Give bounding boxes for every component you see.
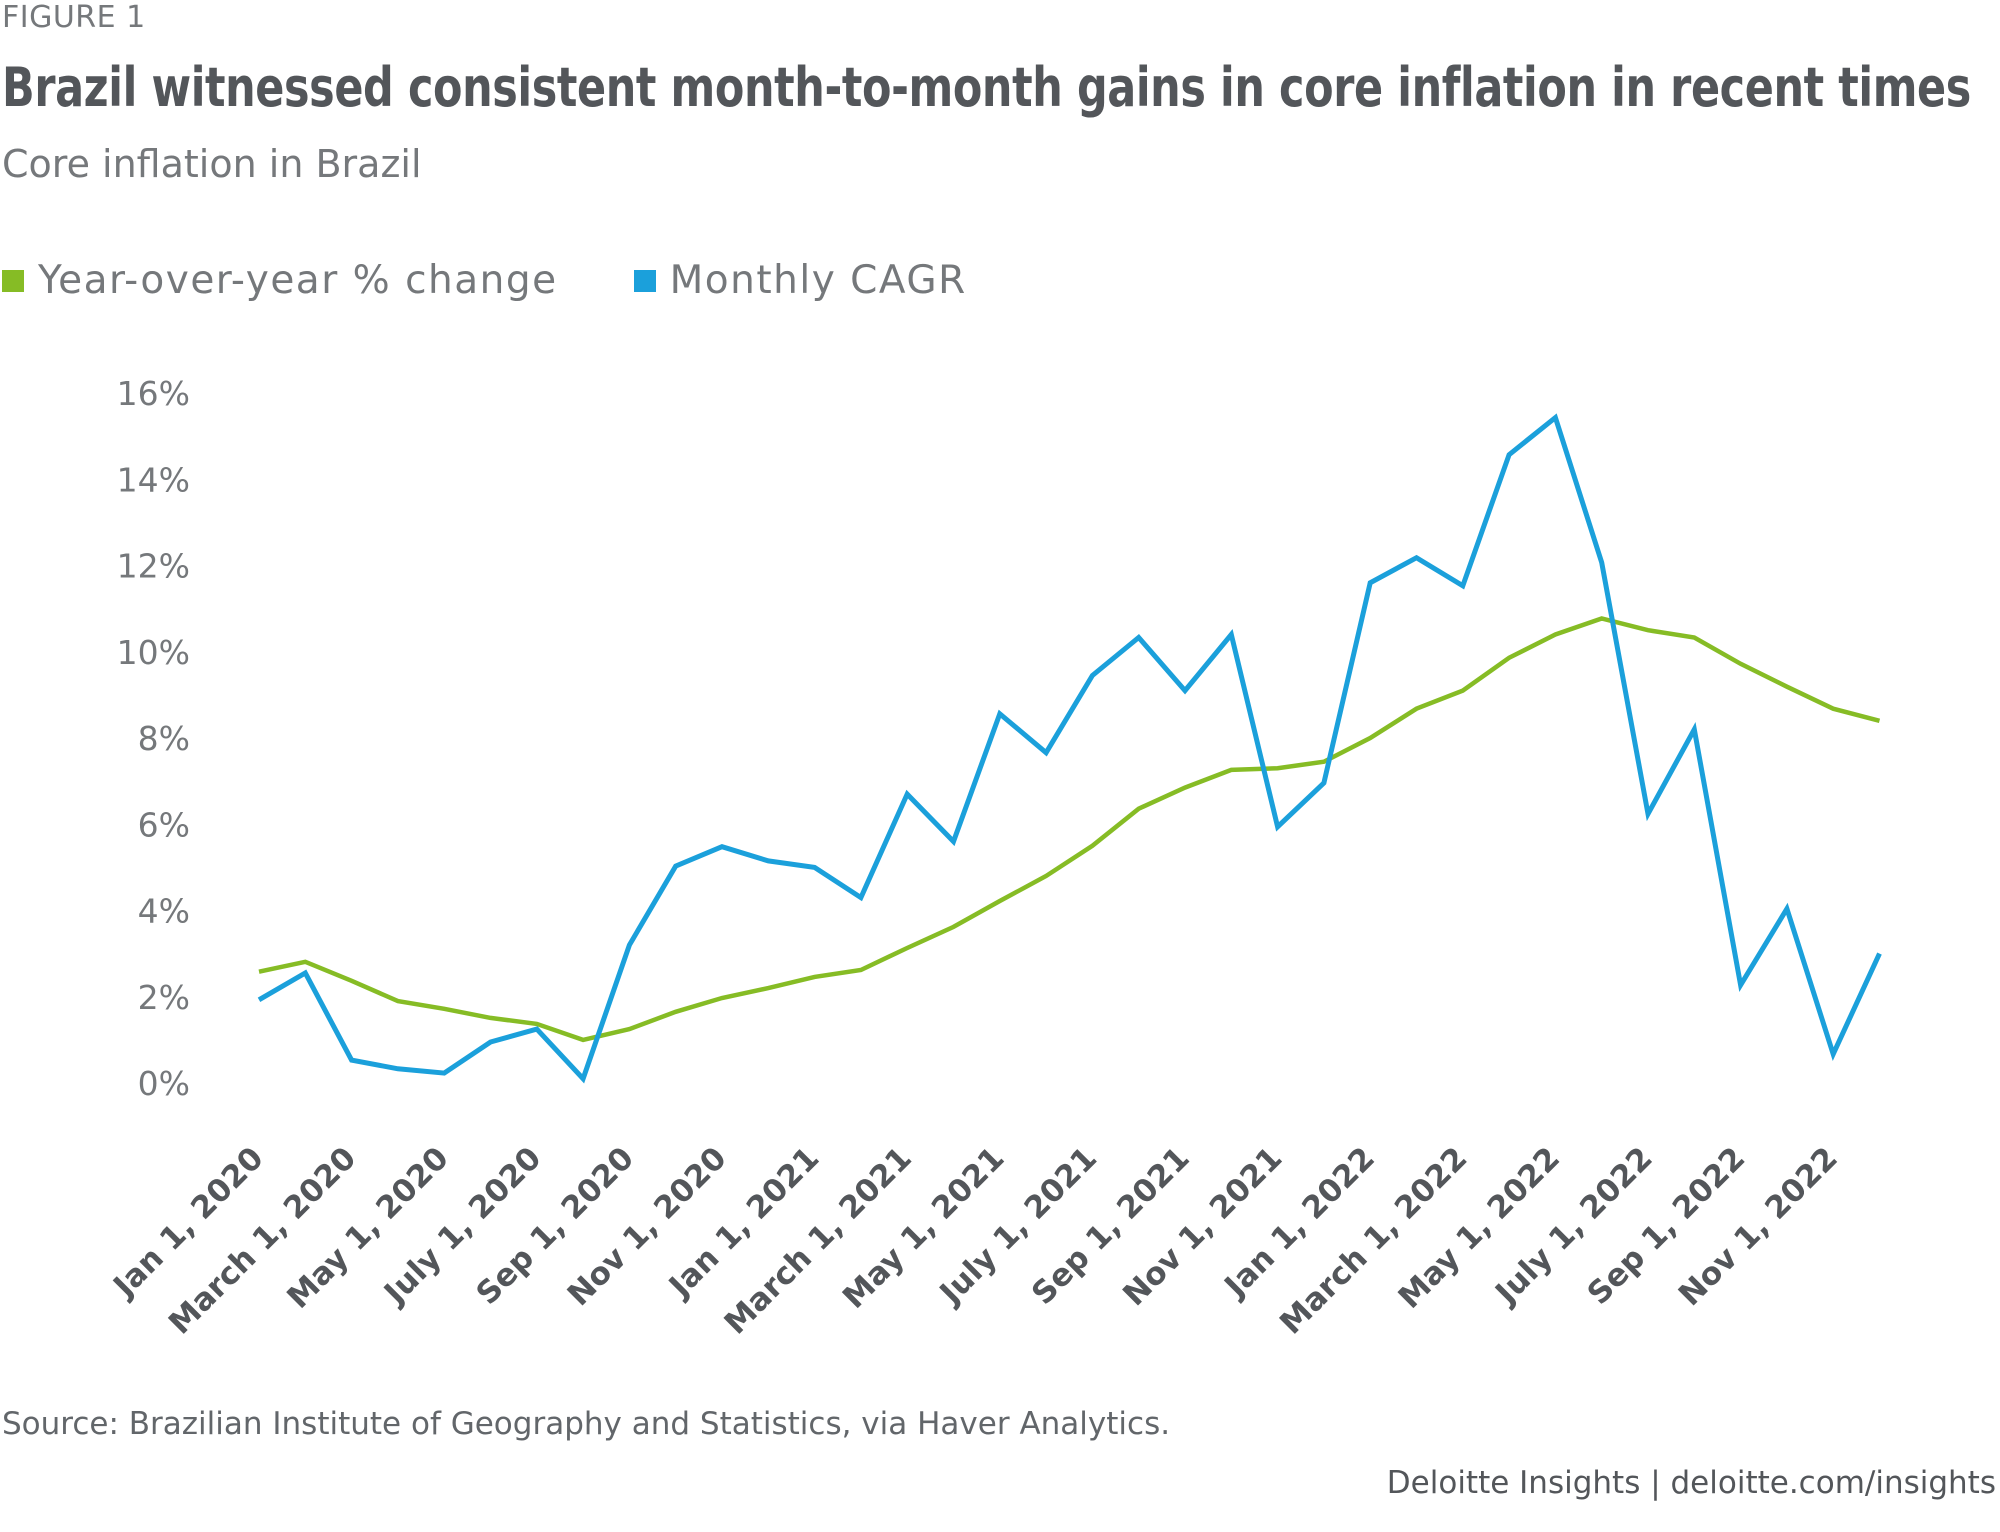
- series-line-monthly-cagr: [257, 413, 1882, 1084]
- y-tick-label: 4%: [138, 892, 190, 931]
- line-chart: 0% 2% 4% 6% 8% 10% 12% 14% 16% Jan 1, 2020March …: [105, 374, 1882, 1342]
- legend-label-monthly-cagr: Monthly CAGR: [669, 258, 967, 303]
- y-axis: 0% 2% 4% 6% 8% 10% 12% 14% 16%: [117, 374, 190, 1103]
- y-tick-label: 12%: [117, 547, 190, 586]
- x-tick-label: July 1, 2020: [376, 1140, 548, 1312]
- chart-title: Brazil witnessed consistent month-to-mon…: [2, 56, 1971, 119]
- x-tick-label: May 1, 2022: [1392, 1140, 1568, 1316]
- plot-area: [257, 413, 1882, 1084]
- figure-label: FIGURE 1: [2, 0, 146, 35]
- x-tick-label: July 1, 2022: [1487, 1140, 1659, 1312]
- x-tick-label: Nov 1, 2021: [1116, 1140, 1289, 1313]
- legend-swatch-yoy: [2, 269, 24, 292]
- x-tick-label: Nov 1, 2020: [561, 1140, 734, 1313]
- chart-subtitle: Core inflation in Brazil: [2, 142, 422, 186]
- y-tick-label: 16%: [117, 374, 190, 413]
- y-tick-label: 2%: [138, 978, 190, 1017]
- credit-line: Deloitte Insights | deloitte.com/insight…: [1386, 1465, 1996, 1501]
- x-tick-label: Sep 1, 2020: [469, 1140, 641, 1312]
- x-tick-label: Nov 1, 2022: [1672, 1140, 1845, 1313]
- x-tick-label: May 1, 2021: [836, 1140, 1012, 1316]
- y-tick-label: 6%: [138, 805, 190, 844]
- legend-item-yoy: Year-over-year % change: [2, 258, 558, 303]
- y-tick-label: 10%: [117, 633, 190, 672]
- legend-swatch-monthly-cagr: [633, 269, 656, 292]
- legend-item-monthly-cagr: Monthly CAGR: [633, 258, 967, 303]
- x-tick-label: May 1, 2020: [280, 1140, 456, 1316]
- series-line-yoy: [258, 616, 1881, 1043]
- source-note: Source: Brazilian Institute of Geography…: [2, 1406, 1171, 1442]
- x-tick-label: Sep 1, 2021: [1025, 1140, 1197, 1312]
- legend: Year-over-year % change Monthly CAGR: [2, 258, 1043, 303]
- x-tick-label: Sep 1, 2022: [1581, 1140, 1753, 1312]
- y-tick-label: 0%: [138, 1064, 190, 1103]
- y-tick-label: 14%: [117, 460, 190, 499]
- legend-label-yoy: Year-over-year % change: [38, 258, 558, 303]
- x-tick-label: July 1, 2021: [932, 1140, 1104, 1312]
- y-tick-label: 8%: [138, 719, 190, 758]
